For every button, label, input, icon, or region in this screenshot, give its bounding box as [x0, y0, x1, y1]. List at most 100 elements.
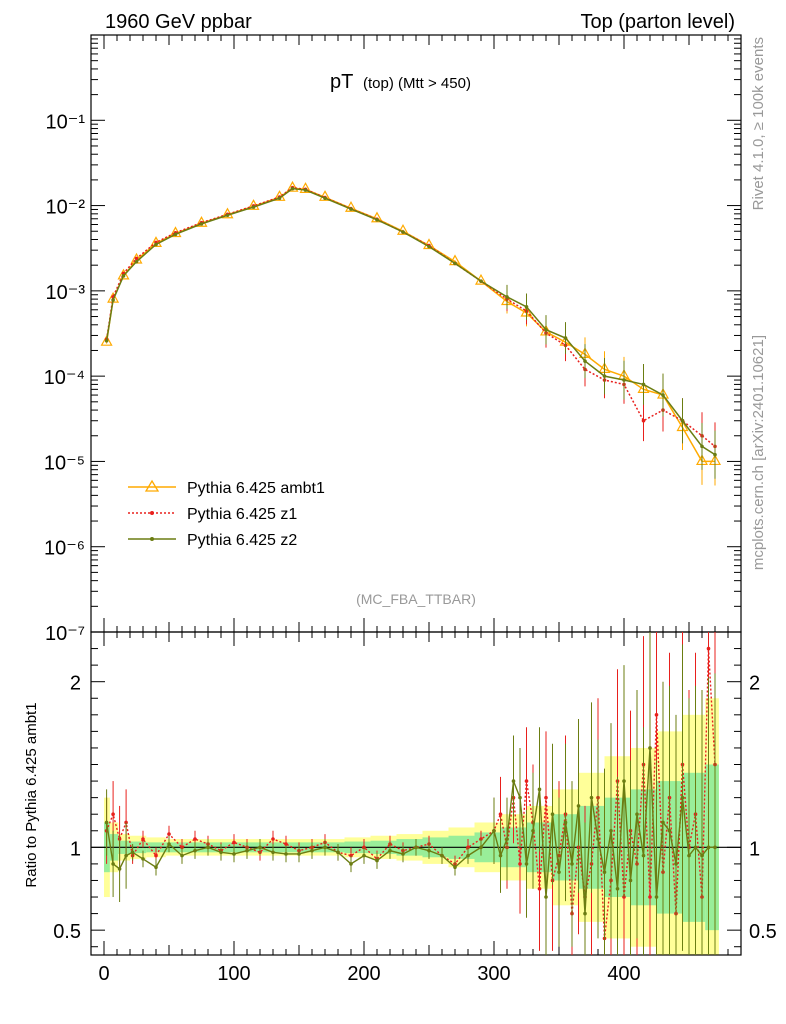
- point-z2: [104, 338, 109, 343]
- ratio-point-z2: [414, 845, 418, 850]
- ratio-point-z2: [388, 848, 392, 853]
- point-z2: [121, 274, 126, 278]
- ratio-point-z2: [349, 862, 353, 866]
- point-z2: [251, 205, 256, 209]
- xtick-label: 400: [607, 963, 640, 985]
- point-ambt1: [100, 334, 113, 346]
- series-line-z2: [105, 187, 716, 456]
- ratio-point-z2: [492, 828, 496, 833]
- ratio-point-z2: [323, 845, 327, 850]
- point-ambt1: [370, 211, 384, 223]
- ytick-label-main: 10⁻⁴: [44, 367, 85, 389]
- ratio-point-z2: [219, 850, 223, 855]
- ratio-point-z2: [667, 828, 672, 833]
- ratio-point-z2: [615, 886, 620, 891]
- ratio-point-z2: [206, 845, 210, 850]
- ratio-point-z1: [498, 812, 503, 817]
- ratio-point-z2: [427, 848, 431, 853]
- legend: Pythia 6.425 ambt1 Pythia 6.425 z1 Pythi…: [128, 479, 325, 549]
- point-z2: [505, 295, 509, 299]
- point-z2: [427, 244, 431, 249]
- ratio-point-z1: [654, 713, 659, 717]
- rivet-label: Rivet 4.1.0, ≥ 100k events: [750, 37, 767, 210]
- ratio-ylabel: Ratio to Pythia 6.425 ambt1: [23, 702, 40, 887]
- ratio-point-z2: [550, 812, 555, 817]
- point-z2: [290, 186, 295, 191]
- ratio-point-z2: [583, 911, 587, 916]
- point-ambt1: [195, 216, 208, 227]
- ratio-point-z1: [544, 795, 548, 800]
- xtick-label: 300: [477, 963, 510, 985]
- legend-marker-z1: [150, 511, 154, 515]
- ratio-point-z1: [706, 646, 711, 651]
- legend-marker-z2: [150, 537, 154, 541]
- ratio-point-z2: [654, 895, 659, 899]
- ratio-point-z2: [700, 853, 704, 858]
- legend-label-ambt1: Pythia 6.425 ambt1: [187, 480, 325, 497]
- ratio-point-z2: [111, 862, 115, 866]
- ratio-point-z2: [167, 842, 171, 846]
- legend-marker-ambt1: [144, 479, 160, 492]
- series-ambt1: [100, 180, 722, 486]
- ytick-label-ratio-left: 0.5: [53, 921, 81, 943]
- legend-item-z2: Pythia 6.425 z2: [128, 532, 297, 549]
- ratio-point-z2: [602, 870, 607, 874]
- ratio-point-z2: [284, 852, 288, 856]
- point-z2: [225, 213, 230, 218]
- ratio-series-z2: [104, 632, 717, 955]
- ratio-point-z2: [375, 858, 379, 863]
- point-z2: [661, 393, 665, 397]
- plot-title-sub: (top) (Mtt > 450): [363, 75, 471, 92]
- ratio-point-z2: [232, 852, 236, 856]
- ratio-point-z2: [706, 845, 711, 850]
- ratio-point-z1: [193, 837, 197, 841]
- ytick-label-ratio-right: 1: [749, 838, 760, 860]
- ratio-point-z2: [680, 795, 685, 800]
- ratio-point-z2: [498, 853, 503, 858]
- point-z2: [544, 327, 548, 332]
- point-ambt1: [396, 224, 410, 235]
- ratio-point-z2: [589, 795, 594, 800]
- point-z1: [134, 256, 139, 261]
- point-z2: [303, 188, 308, 192]
- point-z2: [680, 418, 685, 423]
- series-z2: [104, 186, 717, 479]
- ytick-label-main: 10⁻⁵: [44, 452, 85, 474]
- legend-label-z2: Pythia 6.425 z2: [187, 532, 297, 549]
- point-z2: [524, 305, 529, 309]
- point-z2: [563, 336, 568, 340]
- ratio-point-z2: [544, 895, 548, 899]
- ratio-point-z1: [141, 837, 145, 841]
- ratio-point-z2: [271, 850, 275, 855]
- point-z2: [375, 218, 379, 222]
- ratio-point-z2: [596, 837, 600, 841]
- ratio-point-z1: [154, 853, 158, 858]
- xtick-label: 200: [347, 963, 380, 985]
- ratio-point-z2: [180, 853, 184, 858]
- ytick-label-main: 10⁻²: [46, 197, 86, 219]
- ratio-point-z2: [674, 862, 678, 866]
- main-panel: 10⁻¹ 10⁻² 10⁻³ 10⁻⁴ 10⁻⁵ 10⁻⁶ 10⁻⁷: [44, 34, 742, 645]
- ratio-point-z2: [297, 852, 301, 856]
- ratio-point-z2: [479, 845, 483, 850]
- ytick-label-ratio-left: 2: [70, 673, 81, 695]
- ratio-point-z1: [232, 840, 236, 845]
- point-z2: [111, 298, 115, 302]
- point-ambt1: [422, 238, 436, 250]
- ratio-point-z2: [661, 820, 665, 825]
- ratio-point-z2: [362, 853, 366, 858]
- ratio-point-z2: [104, 820, 109, 825]
- point-z2: [622, 378, 626, 382]
- point-z2: [173, 232, 178, 237]
- ratio-point-z2: [130, 850, 135, 855]
- series-z1: [104, 185, 717, 471]
- ratio-point-z1: [524, 779, 529, 783]
- point-z2: [134, 259, 139, 264]
- point-ambt1: [299, 182, 312, 193]
- ratio-point-z1: [167, 832, 171, 836]
- legend-item-ambt1: Pythia 6.425 ambt1: [128, 479, 325, 497]
- ratio-point-z2: [117, 867, 122, 871]
- series-line-ambt1: [105, 187, 715, 463]
- ratio-point-z2: [511, 779, 516, 783]
- ratio-point-z2: [518, 795, 522, 800]
